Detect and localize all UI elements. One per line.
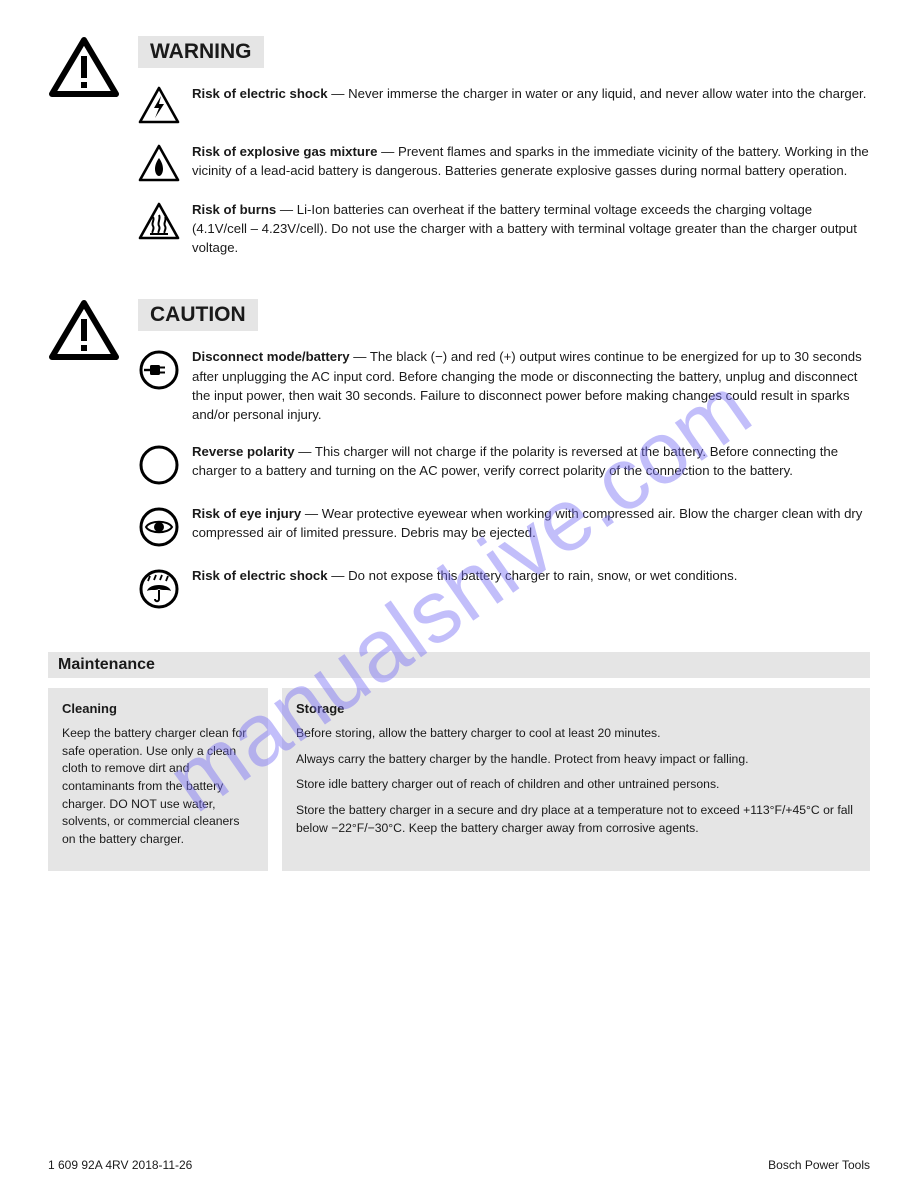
- caution-body: CAUTION Disconnect mode/battery — The bl…: [138, 299, 870, 628]
- umbrella-rain-circle-icon: [138, 566, 192, 610]
- warning-item-shock-title: Risk of electric shock: [192, 86, 328, 101]
- maintenance-cleaning-text: Keep the battery charger clean for safe …: [62, 725, 254, 849]
- maintenance-cleaning-title: Cleaning: [62, 700, 254, 719]
- caution-heading: CAUTION: [138, 299, 258, 331]
- warning-item-burns-title: Risk of burns: [192, 202, 276, 217]
- warning-item-burns-body: — Li-Ion batteries can overheat if the b…: [192, 202, 857, 255]
- caution-item-rain-body: — Do not expose this battery charger to …: [328, 568, 738, 583]
- maintenance-storage-p1: Before storing, allow the battery charge…: [296, 725, 856, 743]
- caution-item-rain-text: Risk of electric shock — Do not expose t…: [192, 566, 870, 585]
- maintenance-row: Cleaning Keep the battery charger clean …: [48, 688, 870, 871]
- page: manualshive.com WARNING Risk of electr: [0, 0, 918, 1188]
- warning-item-explosive-text: Risk of explosive gas mixture — Prevent …: [192, 142, 870, 180]
- caution-item-polarity-title: Reverse polarity: [192, 444, 295, 459]
- warning-item-explosive-title: Risk of explosive gas mixture: [192, 144, 377, 159]
- maintenance-storage-p4: Store the battery charger in a secure an…: [296, 802, 856, 837]
- warning-exclamation-icon: [48, 36, 138, 98]
- maintenance-storage-p3: Store idle battery charger out of reach …: [296, 776, 856, 794]
- caution-item-eye-text: Risk of eye injury — Wear protective eye…: [192, 504, 870, 542]
- caution-item-disconnect: Disconnect mode/battery — The black (−) …: [138, 347, 870, 424]
- caution-item-polarity: Reverse polarity — This charger will not…: [138, 442, 870, 486]
- maintenance-storage-box: Storage Before storing, allow the batter…: [282, 688, 870, 871]
- unplug-circle-icon: [138, 347, 192, 391]
- warning-item-burns-text: Risk of burns — Li-Ion batteries can ove…: [192, 200, 870, 257]
- circle-outline-icon: [138, 442, 192, 486]
- caution-item-rain: Risk of electric shock — Do not expose t…: [138, 566, 870, 610]
- caution-item-polarity-text: Reverse polarity — This charger will not…: [192, 442, 870, 480]
- maintenance-storage-p2: Always carry the battery charger by the …: [296, 751, 856, 769]
- warning-body: WARNING Risk of electric shock — Never i…: [138, 36, 870, 275]
- caution-item-eye-title: Risk of eye injury: [192, 506, 301, 521]
- footer-left: 1 609 92A 4RV 2018-11-26: [48, 1158, 192, 1172]
- warning-section: WARNING Risk of electric shock — Never i…: [48, 36, 870, 275]
- warning-item-shock-body: — Never immerse the charger in water or …: [328, 86, 867, 101]
- eye-circle-icon: [138, 504, 192, 548]
- fire-triangle-icon: [138, 142, 192, 182]
- caution-section: CAUTION Disconnect mode/battery — The bl…: [48, 299, 870, 628]
- caution-item-eye: Risk of eye injury — Wear protective eye…: [138, 504, 870, 548]
- maintenance-cleaning-box: Cleaning Keep the battery charger clean …: [48, 688, 268, 871]
- maintenance-storage-title: Storage: [296, 700, 856, 719]
- footer-right: Bosch Power Tools: [768, 1158, 870, 1172]
- page-footer: 1 609 92A 4RV 2018-11-26 Bosch Power Too…: [0, 1158, 918, 1172]
- warning-heading: WARNING: [138, 36, 264, 68]
- lightning-triangle-icon: [138, 84, 192, 124]
- warning-item-burns: Risk of burns — Li-Ion batteries can ove…: [138, 200, 870, 257]
- maintenance-header: Maintenance: [48, 652, 870, 678]
- warning-item-shock: Risk of electric shock — Never immerse t…: [138, 84, 870, 124]
- caution-item-rain-title: Risk of electric shock: [192, 568, 328, 583]
- warning-item-explosive: Risk of explosive gas mixture — Prevent …: [138, 142, 870, 182]
- caution-item-disconnect-text: Disconnect mode/battery — The black (−) …: [192, 347, 870, 424]
- caution-exclamation-icon: [48, 299, 138, 361]
- caution-item-disconnect-title: Disconnect mode/battery: [192, 349, 350, 364]
- warning-item-shock-text: Risk of electric shock — Never immerse t…: [192, 84, 870, 103]
- hot-surface-triangle-icon: [138, 200, 192, 240]
